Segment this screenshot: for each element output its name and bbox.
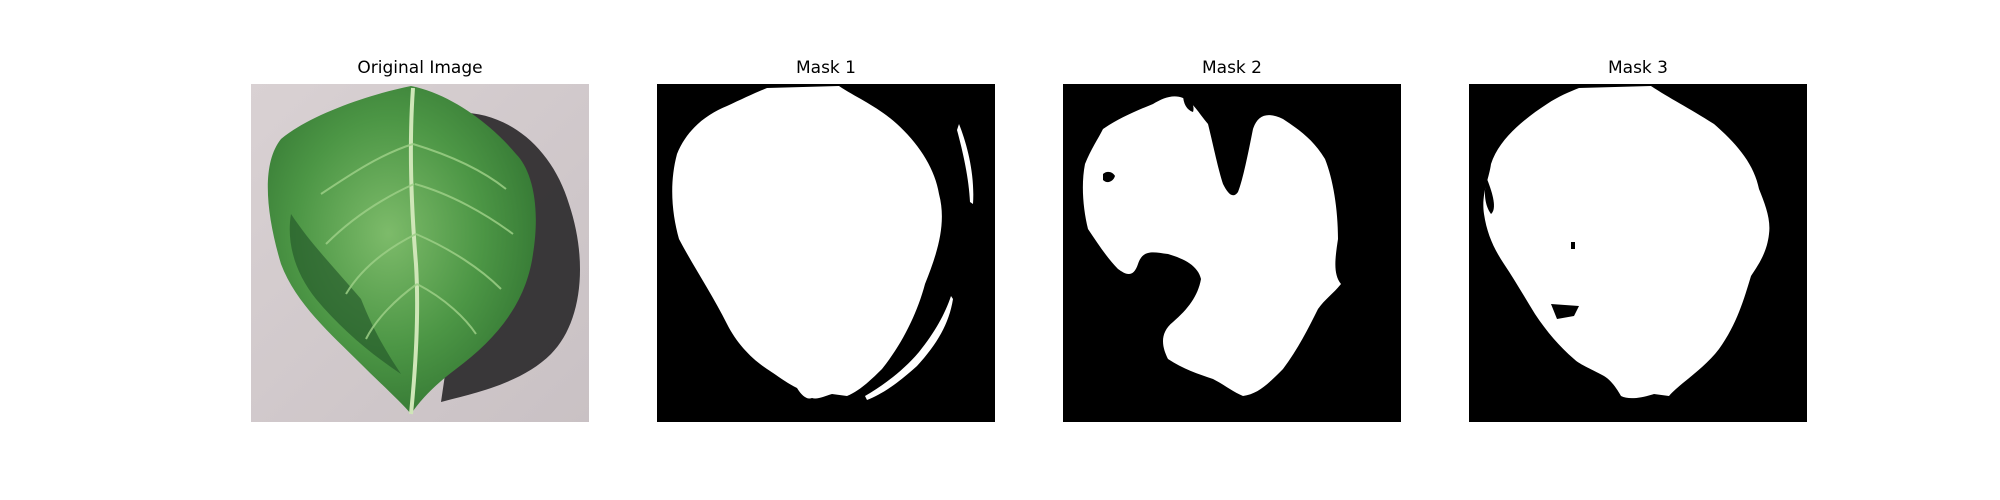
mask-3-panel [1469,84,1807,422]
panel-title-mask-1: Mask 1 [795,58,856,78]
mask-3-hole [1551,304,1579,319]
leaf-photo [251,84,589,422]
mask-2-foreground [1082,96,1341,396]
leaf-midrib [408,87,420,415]
leaf-veins [320,143,514,340]
mask-2-hole [1183,94,1194,112]
mask-1-edge-fragment [957,124,974,204]
mask-3-hole [1571,242,1575,249]
panel-title-original-image: Original Image [357,58,483,78]
mask-2-image [1063,84,1401,422]
mask-2-hole [1103,171,1115,183]
mask-2-panel [1063,84,1401,422]
mask-3-foreground [1483,86,1770,399]
panel-title-mask-3: Mask 3 [1607,58,1668,78]
mask-1-foreground [672,86,942,399]
panel-title-mask-2: Mask 2 [1201,58,1262,78]
mask-3-hole [1484,179,1494,214]
leaf-body [267,86,536,414]
original-image-panel [251,84,589,422]
mask-3-image [1469,84,1807,422]
mask-1-panel [657,84,995,422]
mask-1-image [657,84,995,422]
leaf-fold-shade [289,214,401,374]
